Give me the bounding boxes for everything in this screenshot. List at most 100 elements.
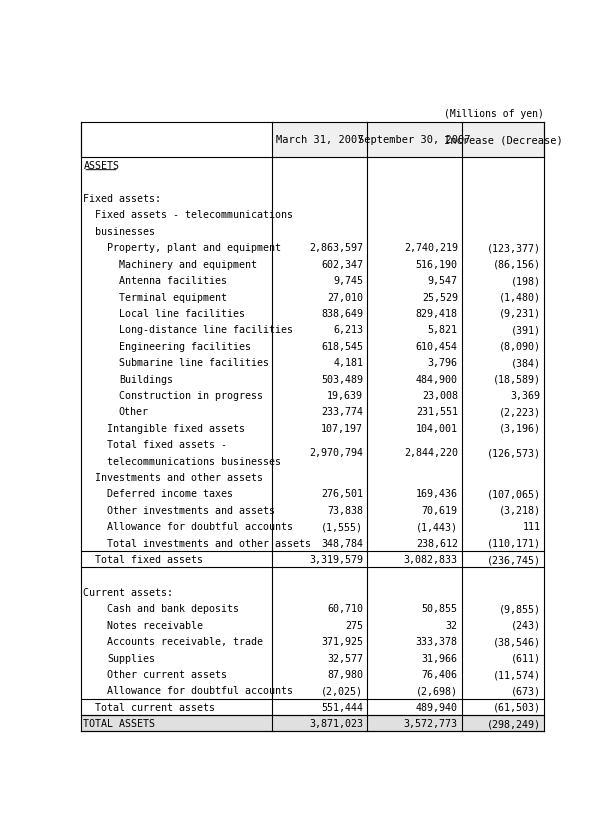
Text: Intangible fixed assets: Intangible fixed assets bbox=[107, 423, 245, 433]
Text: TOTAL ASSETS: TOTAL ASSETS bbox=[84, 719, 156, 729]
Text: 3,319,579: 3,319,579 bbox=[309, 554, 363, 565]
Text: 484,900: 484,900 bbox=[416, 374, 458, 384]
Text: 27,010: 27,010 bbox=[327, 292, 363, 302]
Text: (126,573): (126,573) bbox=[487, 448, 540, 458]
Text: Local line facilities: Local line facilities bbox=[119, 308, 245, 318]
Text: 3,871,023: 3,871,023 bbox=[309, 719, 363, 729]
Text: 169,436: 169,436 bbox=[416, 489, 458, 499]
Text: 104,001: 104,001 bbox=[416, 423, 458, 433]
Text: Buildings: Buildings bbox=[119, 374, 173, 384]
Text: Engineering facilities: Engineering facilities bbox=[119, 342, 251, 351]
Text: 602,347: 602,347 bbox=[321, 260, 363, 270]
Text: (38,546): (38,546) bbox=[492, 637, 540, 647]
Text: 348,784: 348,784 bbox=[321, 538, 363, 548]
Text: Current assets:: Current assets: bbox=[84, 587, 173, 597]
Text: Terminal equipment: Terminal equipment bbox=[119, 292, 227, 302]
Text: 618,545: 618,545 bbox=[321, 342, 363, 351]
Text: 276,501: 276,501 bbox=[321, 489, 363, 499]
Text: Supplies: Supplies bbox=[107, 653, 155, 662]
Text: Fixed assets:: Fixed assets: bbox=[84, 194, 161, 203]
Text: Notes receivable: Notes receivable bbox=[107, 620, 203, 630]
Text: 238,612: 238,612 bbox=[416, 538, 458, 548]
Text: Total fixed assets: Total fixed assets bbox=[95, 554, 203, 565]
Text: (1,480): (1,480) bbox=[498, 292, 540, 302]
Text: (Millions of yen): (Millions of yen) bbox=[445, 109, 544, 119]
Text: 25,529: 25,529 bbox=[422, 292, 458, 302]
Text: businesses: businesses bbox=[95, 227, 155, 237]
Text: September 30, 2007: September 30, 2007 bbox=[358, 136, 470, 146]
Text: 73,838: 73,838 bbox=[327, 505, 363, 515]
Text: Fixed assets - telecommunications: Fixed assets - telecommunications bbox=[95, 210, 293, 220]
Text: 9,745: 9,745 bbox=[333, 275, 363, 286]
Text: Total investments and other assets: Total investments and other assets bbox=[107, 538, 311, 548]
Text: telecommunications businesses: telecommunications businesses bbox=[107, 457, 281, 466]
Text: (198): (198) bbox=[511, 275, 540, 286]
Text: Allowance for doubtful accounts: Allowance for doubtful accounts bbox=[107, 686, 293, 696]
Text: Cash and bank deposits: Cash and bank deposits bbox=[107, 604, 239, 614]
Text: (11,574): (11,574) bbox=[492, 669, 540, 679]
Text: Antenna facilities: Antenna facilities bbox=[119, 275, 227, 286]
Text: Machinery and equipment: Machinery and equipment bbox=[119, 260, 257, 270]
Bar bbox=[273, 122, 544, 158]
Text: Other current assets: Other current assets bbox=[107, 669, 227, 679]
Text: 6,213: 6,213 bbox=[333, 325, 363, 335]
Text: 371,925: 371,925 bbox=[321, 637, 363, 647]
Text: Long-distance line facilities: Long-distance line facilities bbox=[119, 325, 293, 335]
Text: (1,443): (1,443) bbox=[416, 522, 458, 532]
Text: 503,489: 503,489 bbox=[321, 374, 363, 384]
Text: 2,844,220: 2,844,220 bbox=[404, 448, 458, 458]
Text: Allowance for doubtful accounts: Allowance for doubtful accounts bbox=[107, 522, 293, 532]
Text: (236,745): (236,745) bbox=[487, 554, 540, 565]
Text: 31,966: 31,966 bbox=[422, 653, 458, 662]
Text: Increase (Decrease): Increase (Decrease) bbox=[443, 136, 562, 146]
Bar bbox=[81, 715, 544, 732]
Text: 9,547: 9,547 bbox=[428, 275, 458, 286]
Text: 333,378: 333,378 bbox=[416, 637, 458, 647]
Text: Construction in progress: Construction in progress bbox=[119, 390, 263, 400]
Text: (86,156): (86,156) bbox=[492, 260, 540, 270]
Text: (243): (243) bbox=[511, 620, 540, 630]
Text: 32: 32 bbox=[446, 620, 458, 630]
Text: 70,619: 70,619 bbox=[422, 505, 458, 515]
Text: (123,377): (123,377) bbox=[487, 243, 540, 253]
Text: 829,418: 829,418 bbox=[416, 308, 458, 318]
Text: (2,698): (2,698) bbox=[416, 686, 458, 696]
Text: 610,454: 610,454 bbox=[416, 342, 458, 351]
Text: 5,821: 5,821 bbox=[428, 325, 458, 335]
Text: (110,171): (110,171) bbox=[487, 538, 540, 548]
Text: 233,774: 233,774 bbox=[321, 407, 363, 417]
Text: 3,796: 3,796 bbox=[428, 358, 458, 368]
Text: 838,649: 838,649 bbox=[321, 308, 363, 318]
Text: (611): (611) bbox=[511, 653, 540, 662]
Text: 551,444: 551,444 bbox=[321, 702, 363, 712]
Text: 516,190: 516,190 bbox=[416, 260, 458, 270]
Text: Deferred income taxes: Deferred income taxes bbox=[107, 489, 233, 499]
Text: Other investments and assets: Other investments and assets bbox=[107, 505, 275, 515]
Text: 3,572,773: 3,572,773 bbox=[404, 719, 458, 729]
Text: 2,863,597: 2,863,597 bbox=[309, 243, 363, 253]
Text: Other: Other bbox=[119, 407, 149, 417]
Text: 3,369: 3,369 bbox=[511, 390, 540, 400]
Text: 76,406: 76,406 bbox=[422, 669, 458, 679]
Text: Accounts receivable, trade: Accounts receivable, trade bbox=[107, 637, 263, 647]
Text: ASSETS: ASSETS bbox=[84, 161, 120, 171]
Text: (298,249): (298,249) bbox=[487, 719, 540, 729]
Text: 19,639: 19,639 bbox=[327, 390, 363, 400]
Text: (2,025): (2,025) bbox=[321, 686, 363, 696]
Text: 2,740,219: 2,740,219 bbox=[404, 243, 458, 253]
Text: (1,555): (1,555) bbox=[321, 522, 363, 532]
Text: (3,196): (3,196) bbox=[498, 423, 540, 433]
Text: (384): (384) bbox=[511, 358, 540, 368]
Text: 2,970,794: 2,970,794 bbox=[309, 448, 363, 458]
Text: (2,223): (2,223) bbox=[498, 407, 540, 417]
Text: (3,218): (3,218) bbox=[498, 505, 540, 515]
Text: 32,577: 32,577 bbox=[327, 653, 363, 662]
Text: (107,065): (107,065) bbox=[487, 489, 540, 499]
Text: 4,181: 4,181 bbox=[333, 358, 363, 368]
Text: Total current assets: Total current assets bbox=[95, 702, 215, 712]
Text: (9,231): (9,231) bbox=[498, 308, 540, 318]
Text: Submarine line facilities: Submarine line facilities bbox=[119, 358, 269, 368]
Text: (673): (673) bbox=[511, 686, 540, 696]
Text: Property, plant and equipment: Property, plant and equipment bbox=[107, 243, 281, 253]
Text: 489,940: 489,940 bbox=[416, 702, 458, 712]
